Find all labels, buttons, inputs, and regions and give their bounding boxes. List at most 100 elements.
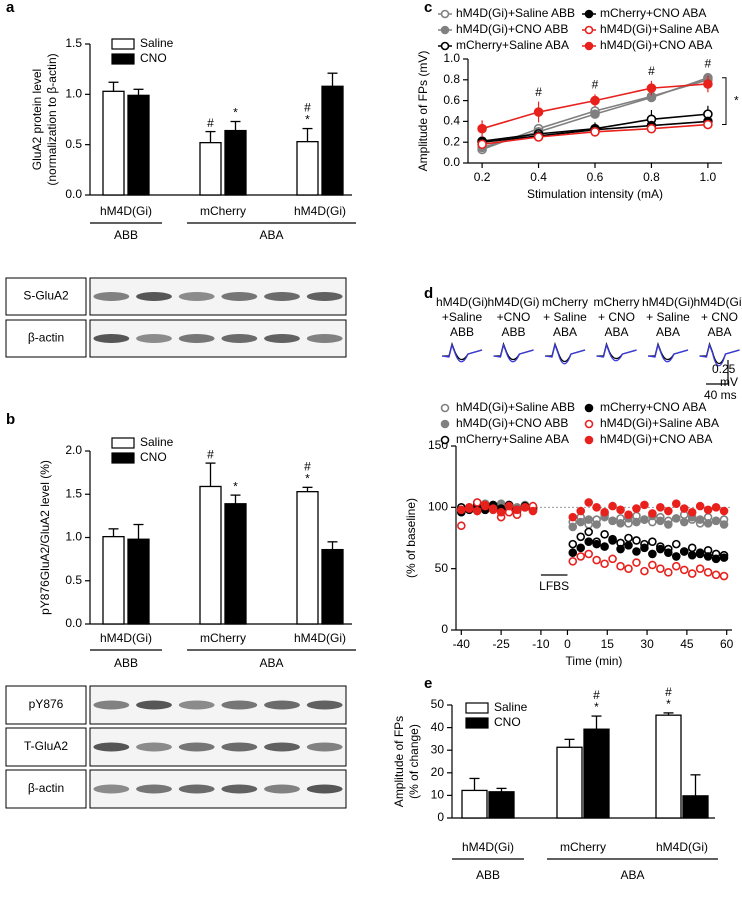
bar [556, 746, 583, 819]
x-tick-label: mCherry [200, 204, 246, 218]
marker [592, 520, 601, 529]
bracket [722, 77, 727, 126]
marker [616, 544, 625, 554]
y-tick-label: 10 [431, 788, 445, 802]
blot-frame [89, 769, 347, 809]
trace-label: +Saline [442, 310, 483, 324]
marker [533, 132, 544, 142]
blot-frame [89, 685, 347, 725]
marker [600, 542, 609, 551]
marker [608, 516, 617, 526]
marker [592, 539, 601, 549]
bar [461, 789, 488, 819]
marker [624, 533, 633, 543]
blot-label: T-GluA2 [24, 739, 68, 753]
bar [102, 90, 125, 196]
x-tick-label: 0.4 [530, 170, 547, 184]
significance-mark: # [593, 688, 600, 702]
blot-band [178, 334, 215, 343]
trace-label: hM4D(Gi) [487, 295, 539, 309]
marker [576, 543, 586, 553]
bar [321, 85, 344, 196]
marker [584, 527, 593, 537]
blot-band [306, 784, 343, 794]
x-axis-label: Time (min) [566, 654, 623, 668]
marker [584, 498, 593, 507]
bar [127, 538, 150, 625]
marker [440, 9, 450, 19]
y-tick-label: 0.4 [443, 114, 460, 128]
marker [584, 549, 593, 559]
legend-label: CNO [140, 450, 167, 464]
marker [590, 95, 600, 106]
marker [703, 119, 713, 130]
blot-label: β-actin [28, 331, 64, 345]
blot-band [178, 784, 215, 794]
marker [600, 530, 609, 539]
legend-swatch [111, 452, 135, 464]
scale-label: 0.25 [712, 362, 736, 376]
panel-letter: c [424, 0, 432, 16]
legend-swatch [111, 38, 135, 50]
marker [711, 516, 721, 526]
trace [699, 342, 740, 367]
marker [703, 552, 713, 561]
blot-band [178, 742, 215, 752]
marker [624, 510, 633, 519]
y-axis-label: GluA2 protein level [30, 69, 44, 170]
trace-label: mCherry [593, 295, 639, 309]
marker [584, 25, 594, 35]
marker [671, 499, 681, 508]
bar [682, 795, 709, 819]
marker [711, 503, 721, 512]
marker [632, 504, 641, 513]
blot-label-box [5, 685, 87, 725]
blot-frame [89, 319, 347, 358]
x-tick-label: mCherry [200, 631, 246, 645]
bar [655, 714, 682, 819]
x-tick-label: hM4D(Gi) [100, 204, 152, 218]
marker [640, 543, 649, 553]
marker [576, 506, 586, 516]
significance-mark: * [233, 106, 238, 120]
blot-band [136, 784, 172, 794]
blot-frame [89, 277, 347, 316]
blot-band [136, 292, 172, 301]
y-tick-label: 1.0 [65, 530, 82, 544]
marker [440, 435, 450, 445]
trace-label: ABA [707, 325, 731, 339]
x-tick-label: hM4D(Gi) [656, 840, 708, 854]
marker [472, 498, 482, 507]
blot-frame [89, 727, 347, 767]
marker [480, 500, 490, 510]
y-tick-label: 50 [431, 697, 445, 711]
marker [711, 570, 721, 580]
y-tick-label: 30 [431, 742, 445, 756]
blot-band [93, 334, 130, 343]
blot-label-box [5, 277, 87, 316]
trace-label: ABB [450, 325, 474, 339]
x-tick-label: 0 [564, 637, 571, 651]
bar [102, 535, 125, 625]
marker [671, 514, 681, 523]
marker [477, 139, 487, 150]
marker [504, 501, 514, 511]
marker [695, 501, 705, 511]
marker [671, 561, 681, 571]
blot-label-box [5, 769, 87, 809]
marker [648, 560, 657, 570]
marker [640, 500, 649, 510]
significance-mark: * [594, 700, 599, 714]
x-tick-label: 30 [640, 637, 654, 651]
marker [576, 532, 586, 542]
marker [608, 501, 617, 511]
y-axis-label: (% of change) [407, 724, 421, 799]
trace-label: mCherry [542, 295, 588, 309]
marker [679, 517, 689, 527]
significance-mark: # [207, 447, 214, 461]
marker [608, 554, 617, 564]
marker [703, 518, 713, 528]
marker [584, 435, 594, 445]
group-label: ABA [259, 228, 283, 242]
x-tick-label: 0.2 [474, 170, 491, 184]
